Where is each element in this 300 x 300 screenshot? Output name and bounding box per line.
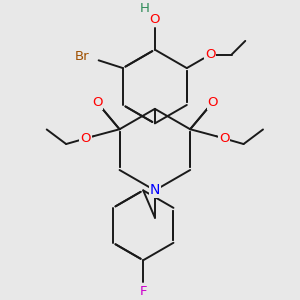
Text: O: O bbox=[219, 132, 230, 145]
Text: O: O bbox=[92, 96, 102, 109]
Text: O: O bbox=[205, 48, 216, 61]
Text: H: H bbox=[140, 2, 150, 15]
Text: O: O bbox=[80, 132, 91, 145]
Text: F: F bbox=[140, 285, 147, 298]
Text: N: N bbox=[150, 183, 160, 197]
Text: Br: Br bbox=[75, 50, 89, 63]
Text: O: O bbox=[207, 96, 218, 109]
Text: O: O bbox=[150, 13, 160, 26]
